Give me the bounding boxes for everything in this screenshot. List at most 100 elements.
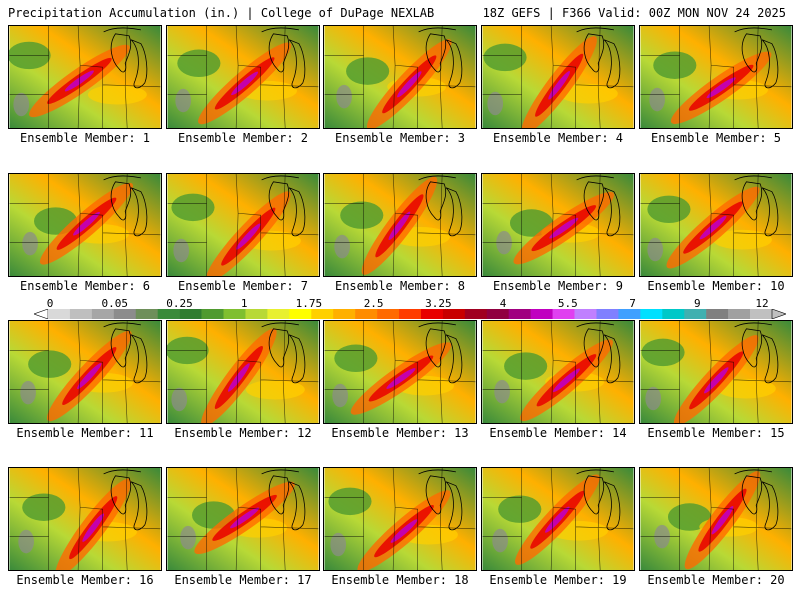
ensemble-member-label: Ensemble Member: 12 — [174, 426, 312, 440]
precip-map — [166, 467, 320, 571]
colorbar-segment — [618, 309, 641, 319]
ensemble-member-panel: Ensemble Member: 3 — [323, 25, 477, 145]
precip-map — [481, 467, 635, 571]
ensemble-member-panel: Ensemble Member: 7 — [166, 173, 320, 293]
colorbar-tick-label: 7 — [629, 297, 636, 310]
precip-map — [8, 25, 162, 129]
ensemble-member-label: Ensemble Member: 4 — [492, 131, 624, 145]
colorbar-segment — [684, 309, 707, 319]
colorbar-segment — [377, 309, 400, 319]
colorbar-segment — [486, 309, 510, 319]
precip-map — [481, 173, 635, 277]
title-bar: Precipitation Accumulation (in.) | Colle… — [0, 0, 800, 24]
colorbar-segment — [596, 309, 619, 319]
ensemble-member-panel: Ensemble Member: 6 — [8, 173, 162, 293]
colorbar-tick-label: 0.25 — [166, 297, 193, 310]
colorbar-segment — [223, 309, 246, 319]
colorbar-tick-label: 5.5 — [557, 297, 578, 310]
ensemble-member-label: Ensemble Member: 8 — [334, 279, 466, 293]
colorbar-segment — [399, 309, 422, 319]
colorbar-segment — [157, 309, 180, 319]
colorbar-segment — [267, 309, 290, 319]
colorbar-tick-label: 3.25 — [425, 297, 452, 310]
ensemble-member-label: Ensemble Member: 5 — [650, 131, 782, 145]
colorbar-tick-label: 1 — [240, 297, 248, 310]
precip-map — [8, 173, 162, 277]
colorbar-segment — [245, 309, 268, 319]
precip-map — [639, 320, 793, 424]
precip-colorbar: 0 0.05 0.25 1 1.75 2.5 3.25 4 5.5 7 9 12 — [34, 297, 786, 319]
ensemble-member-label: Ensemble Member: 2 — [177, 131, 309, 145]
ensemble-member-panel: Ensemble Member: 1 — [8, 25, 162, 145]
precip-map — [166, 173, 320, 277]
ensemble-member-panel: Ensemble Member: 8 — [323, 173, 477, 293]
precip-map — [166, 320, 320, 424]
colorbar-segment — [201, 309, 224, 319]
ensemble-member-panel: Ensemble Member: 12 — [166, 320, 320, 440]
colorbar-tick-label: 2.5 — [363, 297, 384, 310]
ensemble-member-label: Ensemble Member: 19 — [489, 573, 627, 587]
colorbar-segment — [355, 309, 378, 319]
precip-map — [323, 320, 477, 424]
ensemble-member-label: Ensemble Member: 17 — [174, 573, 312, 587]
colorbar-segment — [640, 309, 663, 319]
precip-map — [481, 320, 635, 424]
ensemble-member-label: Ensemble Member: 18 — [331, 573, 469, 587]
ensemble-member-panel: Ensemble Member: 9 — [481, 173, 635, 293]
precip-map — [639, 173, 793, 277]
ensemble-member-panel: Ensemble Member: 4 — [481, 25, 635, 145]
colorbar-segment — [91, 309, 115, 319]
colorbar-segment — [706, 309, 729, 319]
colorbar-segment — [574, 309, 597, 319]
ensemble-member-label: Ensemble Member: 9 — [492, 279, 624, 293]
colorbar-segment — [728, 309, 751, 319]
product-title: Precipitation Accumulation (in.) | Colle… — [8, 6, 435, 20]
ensemble-member-panel: Ensemble Member: 19 — [481, 467, 635, 587]
colorbar-segment — [311, 309, 334, 319]
precip-map — [639, 467, 793, 571]
colorbar-segment — [135, 309, 158, 319]
colorbar-segment — [289, 309, 312, 319]
ensemble-member-label: Ensemble Member: 10 — [647, 279, 785, 293]
precip-map — [323, 467, 477, 571]
colorbar-segment — [420, 309, 444, 319]
colorbar-scale — [34, 309, 786, 319]
colorbar-segment — [179, 309, 202, 319]
ensemble-member-panel: Ensemble Member: 16 — [8, 467, 162, 587]
precip-map — [8, 467, 162, 571]
colorbar-right-arrow — [771, 309, 786, 319]
precip-map — [639, 25, 793, 129]
ensemble-member-label: Ensemble Member: 11 — [16, 426, 154, 440]
precip-map — [166, 25, 320, 129]
precip-map — [323, 25, 477, 129]
ensemble-member-panel: Ensemble Member: 10 — [639, 173, 793, 293]
colorbar-segment — [333, 309, 356, 319]
colorbar-tick-labels: 0 0.05 0.25 1 1.75 2.5 3.25 4 5.5 7 9 12 — [34, 297, 786, 310]
precip-map — [8, 320, 162, 424]
ensemble-member-label: Ensemble Member: 15 — [647, 426, 785, 440]
colorbar-tick-label: 0 — [46, 297, 54, 310]
ensemble-member-label: Ensemble Member: 13 — [331, 426, 469, 440]
colorbar-segment — [464, 309, 488, 319]
ensemble-member-panel: Ensemble Member: 13 — [323, 320, 477, 440]
ensemble-member-label: Ensemble Member: 14 — [489, 426, 627, 440]
colorbar-segment — [69, 309, 93, 319]
precip-map — [481, 25, 635, 129]
ensemble-member-panel: Ensemble Member: 20 — [639, 467, 793, 587]
ensemble-member-label: Ensemble Member: 3 — [334, 131, 466, 145]
colorbar-left-arrow — [34, 309, 49, 319]
model-valid-time: 18Z GEFS | F366 Valid: 00Z MON NOV 24 20… — [482, 6, 786, 20]
colorbar-tick-label: 1.75 — [295, 297, 323, 310]
ensemble-member-label: Ensemble Member: 20 — [647, 573, 785, 587]
ensemble-member-panel: Ensemble Member: 5 — [639, 25, 793, 145]
colorbar-tick-label: 9 — [693, 297, 701, 310]
ensemble-member-label: Ensemble Member: 1 — [19, 131, 151, 145]
colorbar-segment — [48, 309, 71, 319]
colorbar-segment — [508, 309, 531, 319]
colorbar-segment — [113, 309, 137, 319]
colorbar-tick-label: 12 — [755, 297, 769, 310]
ensemble-member-label: Ensemble Member: 16 — [16, 573, 154, 587]
ensemble-member-panel: Ensemble Member: 2 — [166, 25, 320, 145]
precip-map — [323, 173, 477, 277]
colorbar-segment — [662, 309, 685, 319]
